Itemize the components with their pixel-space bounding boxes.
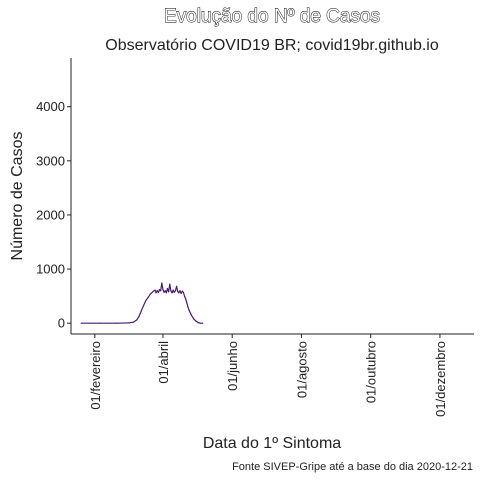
data-point xyxy=(145,299,147,302)
x-tick-label: 01/abril xyxy=(156,341,171,384)
x-axis-label: Data do 1º Sintoma xyxy=(203,435,341,452)
data-point xyxy=(180,292,182,295)
data-point xyxy=(169,283,171,285)
data-point xyxy=(157,291,160,293)
y-tick-label: 0 xyxy=(58,316,65,331)
data-point xyxy=(164,290,166,292)
data-point xyxy=(80,322,82,324)
data-point xyxy=(183,295,186,297)
data-point xyxy=(170,290,172,292)
data-point xyxy=(136,319,138,321)
data-point xyxy=(162,289,164,291)
data-point xyxy=(178,292,180,294)
series-line xyxy=(81,282,203,324)
y-tick-label: 3000 xyxy=(36,153,65,168)
data-point xyxy=(173,291,175,293)
data-point xyxy=(187,306,189,308)
data-point xyxy=(98,322,100,324)
data-point xyxy=(190,314,192,316)
data-point xyxy=(155,292,157,294)
data-point xyxy=(181,290,183,292)
x-tick-label: 01/outubro xyxy=(364,341,379,403)
data-point xyxy=(175,285,178,287)
data-point xyxy=(193,318,195,320)
data-point xyxy=(202,322,204,324)
data-point xyxy=(147,296,149,298)
x-tick-label: 01/junho xyxy=(225,341,240,391)
x-axis-ticks: 01/fevereiro 01/abril 01/junho 01/agosto 01/… xyxy=(88,334,448,417)
data-point xyxy=(195,320,197,322)
data-point xyxy=(158,289,161,291)
y-axis-label: Número de Casos xyxy=(9,132,26,261)
data-point xyxy=(152,291,154,293)
data-point xyxy=(115,322,118,324)
data-point xyxy=(197,322,199,324)
chart-subtitle: Observatório COVID19 BR; covid19br.githu… xyxy=(105,37,439,54)
x-tick-label: 01/dezembro xyxy=(433,341,448,417)
data-point xyxy=(188,309,190,311)
y-tick-label: 2000 xyxy=(36,207,65,222)
data-point xyxy=(177,290,179,292)
data-point xyxy=(161,282,163,284)
x-tick-label: 01/agosto xyxy=(294,341,309,398)
data-point xyxy=(174,290,177,292)
data-point xyxy=(138,315,140,317)
data-point xyxy=(132,321,135,323)
data-point xyxy=(143,304,145,306)
data-point xyxy=(165,292,167,294)
chart-title: Evolução do Nº de Casos xyxy=(164,6,380,27)
data-point xyxy=(185,298,187,300)
data-point xyxy=(163,291,165,293)
series-layer xyxy=(80,282,204,324)
data-point xyxy=(172,289,174,291)
data-point xyxy=(166,287,169,290)
data-point xyxy=(186,302,188,304)
y-tick-label: 4000 xyxy=(36,99,65,114)
y-tick-label: 1000 xyxy=(36,262,65,277)
y-axis-ticks: 0 1000 2000 3000 4000 xyxy=(36,99,71,331)
data-point xyxy=(154,289,156,291)
data-point xyxy=(149,293,152,295)
x-tick-label: 01/fevereiro xyxy=(88,341,103,410)
chart-caption: Fonte SIVEP-Gripe até a base do dia 2020… xyxy=(232,461,473,473)
data-point xyxy=(168,291,170,293)
data-point xyxy=(199,322,202,324)
data-point xyxy=(140,310,142,312)
data-point xyxy=(128,322,130,324)
data-point xyxy=(156,290,158,292)
data-point xyxy=(182,291,184,293)
data-point xyxy=(179,290,181,292)
data-point xyxy=(171,292,173,294)
data-point xyxy=(160,290,162,292)
